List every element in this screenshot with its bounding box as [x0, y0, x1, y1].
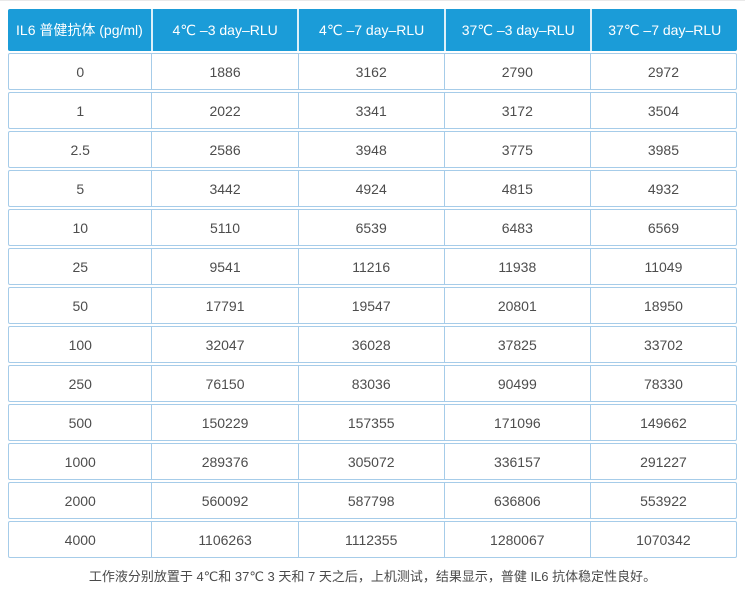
- rlu-value-cell: 9541: [151, 249, 297, 284]
- header-cell: 4℃ –7 day–RLU: [297, 9, 444, 51]
- concentration-cell: 2.5: [70, 141, 90, 158]
- table-row: 2.5 2586 3948 3775 3985: [8, 131, 737, 168]
- rlu-value-cell: 6483: [443, 210, 590, 245]
- rlu-value-cell: 3172: [443, 93, 590, 128]
- table-header-row: IL6 普健抗体 (pg/ml) 4℃ –3 day–RLU 4℃ –7 day–R…: [8, 9, 737, 51]
- rlu-value-cell: 78330: [589, 366, 736, 401]
- rlu-value-cell: 150229: [151, 405, 297, 440]
- rlu-value-cell: 4924: [297, 171, 444, 206]
- rlu-value-cell: 636806: [443, 483, 590, 518]
- rlu-value-cell: 5110: [151, 210, 297, 245]
- concentration-cell: 1000: [64, 453, 96, 470]
- rlu-value-cell: 1886: [151, 54, 297, 89]
- header-cell: 37℃ –3 day–RLU: [443, 9, 591, 51]
- rlu-value-cell: 157355: [297, 405, 444, 440]
- concentration-cell: 50: [72, 297, 89, 314]
- rlu-value-cell: 1070342: [589, 522, 736, 557]
- rlu-value-cell: 6539: [297, 210, 444, 245]
- rlu-value-cell: 2972: [589, 54, 736, 89]
- concentration-cell: 500: [68, 414, 92, 431]
- header-cell: 37℃ –7 day–RLU: [590, 9, 737, 51]
- rlu-value-cell: 553922: [589, 483, 736, 518]
- rlu-value-cell: 305072: [297, 444, 444, 479]
- rlu-value-cell: 6569: [589, 210, 736, 245]
- table-row: 5 3442 4924 4815 4932: [8, 170, 737, 207]
- concentration-cell: 1: [76, 102, 85, 119]
- rlu-value-cell: 18950: [589, 288, 736, 323]
- header-cell: 4℃ –3 day–RLU: [150, 9, 298, 51]
- rlu-value-cell: 1280067: [443, 522, 590, 557]
- concentration-cell: 10: [72, 219, 89, 236]
- table-row: 1 2022 3341 3172 3504: [8, 92, 737, 129]
- header-cell: IL6 普健抗体 (pg/ml): [16, 22, 143, 38]
- rlu-value-cell: 11049: [589, 249, 736, 284]
- stability-table: IL6 普健抗体 (pg/ml) 4℃ –3 day–RLU 4℃ –7 day–R…: [8, 9, 737, 558]
- rlu-value-cell: 2790: [443, 54, 590, 89]
- rlu-value-cell: 37825: [443, 327, 590, 362]
- rlu-value-cell: 11216: [297, 249, 444, 284]
- rlu-value-cell: 1112355: [297, 522, 444, 557]
- rlu-value-cell: 2586: [151, 132, 297, 167]
- rlu-value-cell: 3504: [589, 93, 736, 128]
- rlu-value-cell: 149662: [589, 405, 736, 440]
- rlu-value-cell: 291227: [589, 444, 736, 479]
- rlu-value-cell: 171096: [443, 405, 590, 440]
- rlu-value-cell: 1106263: [151, 522, 297, 557]
- concentration-cell: 100: [68, 336, 92, 353]
- rlu-value-cell: 83036: [297, 366, 444, 401]
- table-body: 0 1886 3162 2790 2972 1 2022 3341 3172 3504 2.5 258…: [8, 53, 737, 558]
- rlu-value-cell: 3775: [443, 132, 590, 167]
- rlu-value-cell: 33702: [589, 327, 736, 362]
- rlu-value-cell: 20801: [443, 288, 590, 323]
- table-row: 4000 1106263 1112355 1280067 1070342: [8, 521, 737, 558]
- rlu-value-cell: 587798: [297, 483, 444, 518]
- concentration-cell: 0: [76, 63, 85, 80]
- table-row: 2000 560092 587798 636806 553922: [8, 482, 737, 519]
- rlu-value-cell: 32047: [151, 327, 297, 362]
- rlu-value-cell: 4815: [443, 171, 590, 206]
- rlu-value-cell: 336157: [443, 444, 590, 479]
- table-row: 500 150229 157355 171096 149662: [8, 404, 737, 441]
- rlu-value-cell: 560092: [151, 483, 297, 518]
- rlu-value-cell: 289376: [151, 444, 297, 479]
- rlu-value-cell: 3442: [151, 171, 297, 206]
- rlu-value-cell: 11938: [443, 249, 590, 284]
- table-row: 0 1886 3162 2790 2972: [8, 53, 737, 90]
- concentration-cell: 4000: [64, 531, 96, 548]
- table-row: 25 9541 11216 11938 11049: [8, 248, 737, 285]
- table-footnote: 工作液分别放置于 4℃和 37℃ 3 天和 7 天之后，上机测试，结果显示，普健…: [88, 569, 657, 584]
- concentration-cell: 2000: [64, 492, 96, 509]
- rlu-value-cell: 3948: [297, 132, 444, 167]
- concentration-cell: 250: [68, 375, 92, 392]
- rlu-value-cell: 19547: [297, 288, 444, 323]
- rlu-value-cell: 36028: [297, 327, 444, 362]
- rlu-value-cell: 4932: [589, 171, 736, 206]
- rlu-value-cell: 3341: [297, 93, 444, 128]
- concentration-cell: 5: [76, 180, 85, 197]
- concentration-cell: 25: [72, 258, 89, 275]
- table-row: 10 5110 6539 6483 6569: [8, 209, 737, 246]
- rlu-value-cell: 90499: [443, 366, 590, 401]
- table-row: 50 17791 19547 20801 18950: [8, 287, 737, 324]
- table-row: 250 76150 83036 90499 78330: [8, 365, 737, 402]
- rlu-value-cell: 3985: [589, 132, 736, 167]
- table-row: 100 32047 36028 37825 33702: [8, 326, 737, 363]
- table-row: 1000 289376 305072 336157 291227: [8, 443, 737, 480]
- rlu-value-cell: 76150: [151, 366, 297, 401]
- rlu-value-cell: 17791: [151, 288, 297, 323]
- rlu-value-cell: 3162: [297, 54, 444, 89]
- rlu-value-cell: 2022: [151, 93, 297, 128]
